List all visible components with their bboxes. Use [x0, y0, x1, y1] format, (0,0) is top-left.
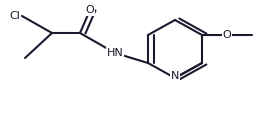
- Text: O: O: [86, 5, 94, 15]
- Text: HN: HN: [107, 48, 123, 58]
- Text: N: N: [171, 71, 179, 81]
- Text: O: O: [223, 30, 231, 40]
- Text: Cl: Cl: [10, 11, 20, 21]
